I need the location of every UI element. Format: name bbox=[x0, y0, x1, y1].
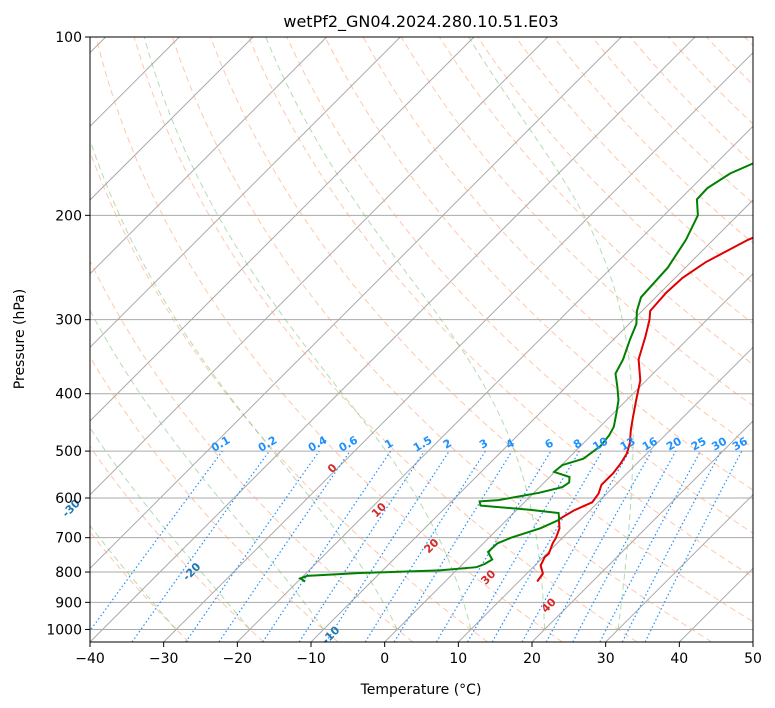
y-tick-label: 800 bbox=[55, 565, 82, 581]
moist-adiabat-line bbox=[90, 309, 324, 630]
dry-adiabat-line bbox=[553, 37, 753, 244]
dry-adiabat-line bbox=[90, 531, 190, 642]
moist-adiabat-label: 30 bbox=[478, 567, 498, 587]
chart-title: wetPf2_GN04.2024.280.10.51.E03 bbox=[283, 12, 558, 32]
mixing-ratio-line bbox=[298, 450, 425, 642]
y-tick-label: 400 bbox=[55, 387, 82, 403]
y-axis-ticks: 100 200 300 400 500 600 700 800 900 1000 bbox=[46, 30, 90, 638]
y-tick-label: 700 bbox=[55, 531, 82, 547]
mixing-ratio-label: 6 bbox=[543, 436, 556, 451]
moist-adiabat-line bbox=[90, 138, 398, 630]
dry-adiabat-line bbox=[171, 37, 712, 642]
temperature-profile-line bbox=[536, 236, 753, 583]
y-tick-label: 100 bbox=[55, 30, 82, 46]
moist-adiabat-label: 20 bbox=[422, 536, 442, 556]
moist-adiabat-line bbox=[143, 37, 472, 630]
moist-adiabat-line bbox=[468, 37, 634, 630]
x-tick-label: 0 bbox=[380, 651, 389, 667]
mixing-ratio-line bbox=[262, 450, 392, 642]
isotherm-line bbox=[605, 493, 753, 642]
dry-adiabat-line bbox=[706, 37, 753, 86]
moist-adiabat-label: 40 bbox=[539, 595, 559, 615]
mixing-ratio-line bbox=[521, 450, 631, 642]
y-tick-label: 1000 bbox=[46, 622, 82, 638]
isotherm-line bbox=[90, 37, 549, 496]
dewpoint-profile-line bbox=[297, 162, 753, 583]
dry-adiabat-line bbox=[324, 37, 753, 491]
mixing-ratio-line bbox=[644, 450, 743, 642]
dry-adiabat-line bbox=[668, 37, 753, 125]
mixing-ratio-line bbox=[599, 450, 702, 642]
x-tick-label: 50 bbox=[744, 651, 762, 667]
isotherm-line bbox=[384, 272, 753, 642]
dry-adiabat-label: -10 bbox=[319, 623, 342, 646]
moist-adiabat-label: 10 bbox=[369, 500, 389, 520]
mixing-ratio-line bbox=[393, 450, 513, 642]
moist-adiabat-line bbox=[90, 524, 177, 630]
dry-adiabat-line bbox=[515, 37, 753, 284]
isotherm-line bbox=[236, 125, 753, 642]
y-tick-label: 600 bbox=[55, 491, 82, 507]
mixing-ratio-label: 3 bbox=[477, 437, 490, 452]
x-tick-label: 10 bbox=[449, 651, 467, 667]
x-tick-label: −30 bbox=[149, 651, 179, 667]
mixing-ratio-line bbox=[325, 450, 450, 642]
y-tick-label: 900 bbox=[55, 595, 82, 611]
isotherm-line bbox=[163, 51, 753, 642]
moist-adiabat-line bbox=[265, 37, 546, 630]
mixing-ratio-line bbox=[545, 450, 653, 642]
mixing-ratio-label: 2 bbox=[441, 437, 454, 452]
isotherm-line bbox=[90, 37, 328, 275]
x-tick-label: −40 bbox=[75, 651, 105, 667]
series-layer bbox=[297, 162, 753, 583]
dry-adiabat-line bbox=[90, 445, 264, 642]
x-axis-ticks: −40 −30 −20 −10 0 10 20 30 40 50 bbox=[75, 642, 762, 667]
dry-adiabat-line bbox=[133, 37, 638, 642]
dry-adiabat-line bbox=[90, 150, 488, 642]
isotherm-line bbox=[90, 37, 254, 201]
isotherm-line bbox=[90, 37, 696, 642]
dry-adiabat-line bbox=[90, 259, 414, 642]
y-axis-title: Pressure (hPa) bbox=[12, 289, 28, 389]
mixing-ratio-line bbox=[131, 450, 270, 642]
dry-adiabat-line bbox=[248, 37, 753, 578]
mixing-ratio-label: 4 bbox=[504, 436, 517, 451]
x-tick-label: 30 bbox=[597, 651, 615, 667]
mixing-ratio-line bbox=[185, 450, 320, 642]
isotherm-line bbox=[457, 346, 753, 642]
x-tick-label: 20 bbox=[523, 651, 541, 667]
moist-adiabat-line bbox=[90, 427, 251, 630]
dry-adiabat-line bbox=[90, 356, 339, 642]
dry-adiabat-line bbox=[744, 37, 753, 47]
line-labels: 0.10.20.40.611.52346810131620253036-100-… bbox=[60, 433, 751, 647]
y-tick-label: 200 bbox=[55, 208, 82, 224]
dry-adiabat-line bbox=[591, 37, 753, 204]
isotherm-line bbox=[678, 567, 753, 642]
x-tick-label: −20 bbox=[223, 651, 253, 667]
dry-adiabat-line bbox=[286, 37, 753, 534]
isotherm-line bbox=[310, 199, 753, 642]
background-lines bbox=[90, 37, 753, 642]
isotherm-line bbox=[90, 37, 622, 570]
x-tick-label: 40 bbox=[670, 651, 688, 667]
x-axis-title: Temperature (°C) bbox=[360, 682, 482, 698]
plot-frame bbox=[89, 36, 754, 643]
y-tick-label: 500 bbox=[55, 444, 82, 460]
mixing-ratio-line bbox=[90, 450, 223, 632]
dry-adiabat-line bbox=[95, 37, 563, 642]
isotherm-line bbox=[90, 37, 401, 349]
x-tick-label: −10 bbox=[296, 651, 326, 667]
isotherm-line bbox=[531, 420, 753, 642]
y-tick-label: 300 bbox=[55, 313, 82, 329]
mixing-ratio-line bbox=[218, 450, 351, 642]
isotherm-line bbox=[90, 37, 475, 422]
isotherm-line bbox=[752, 641, 753, 642]
mixing-ratio-line bbox=[572, 450, 677, 642]
